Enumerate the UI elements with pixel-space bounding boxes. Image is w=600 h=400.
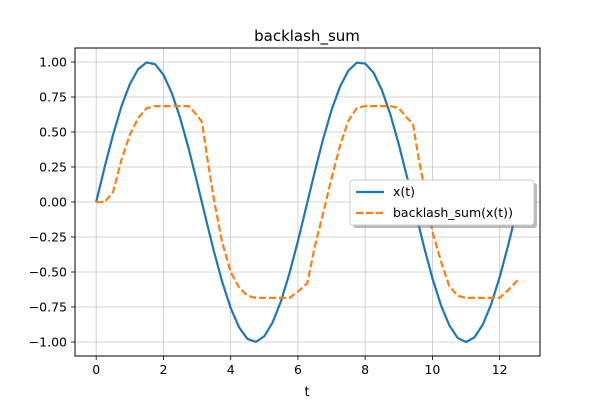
- series-line-x: [95, 61, 520, 344]
- y-tick-label: 0.00: [39, 195, 67, 210]
- legend-box: [349, 179, 535, 226]
- series-layer: [95, 61, 520, 344]
- y-tick-label: −0.50: [29, 265, 67, 280]
- x-tick-label: 4: [227, 362, 235, 377]
- x-tick-label: 6: [294, 362, 302, 377]
- x-axis-label: t: [304, 385, 309, 400]
- x-axis: 0 2 4 6 8 10 12: [92, 356, 508, 377]
- series-line-backlash-sum: [96, 104, 520, 299]
- legend: x(t) backlash_sum(x(t)): [349, 179, 537, 228]
- y-tick-label: −1.00: [29, 335, 67, 350]
- y-axis: −1.00 −0.75 −0.50 −0.25 0.00 0.25 0.50 0.75 1.00: [29, 55, 75, 350]
- y-tick-label: 1.00: [39, 55, 67, 70]
- x-tick-label: 0: [92, 362, 100, 377]
- x-tick-label: 2: [159, 362, 167, 377]
- x-tick-label: 10: [424, 362, 440, 377]
- legend-label-backlash: backlash_sum(x(t)): [393, 205, 513, 220]
- chart-title: backlash_sum: [254, 27, 360, 46]
- y-tick-label: 0.75: [39, 90, 67, 105]
- y-tick-label: −0.25: [29, 230, 67, 245]
- legend-label-x: x(t): [393, 184, 415, 199]
- y-tick-label: 0.25: [39, 160, 67, 175]
- grid: [75, 48, 540, 356]
- y-tick-label: −0.75: [29, 300, 67, 315]
- x-tick-label: 12: [492, 362, 508, 377]
- x-tick-label: 8: [361, 362, 369, 377]
- y-tick-label: 0.50: [39, 125, 67, 140]
